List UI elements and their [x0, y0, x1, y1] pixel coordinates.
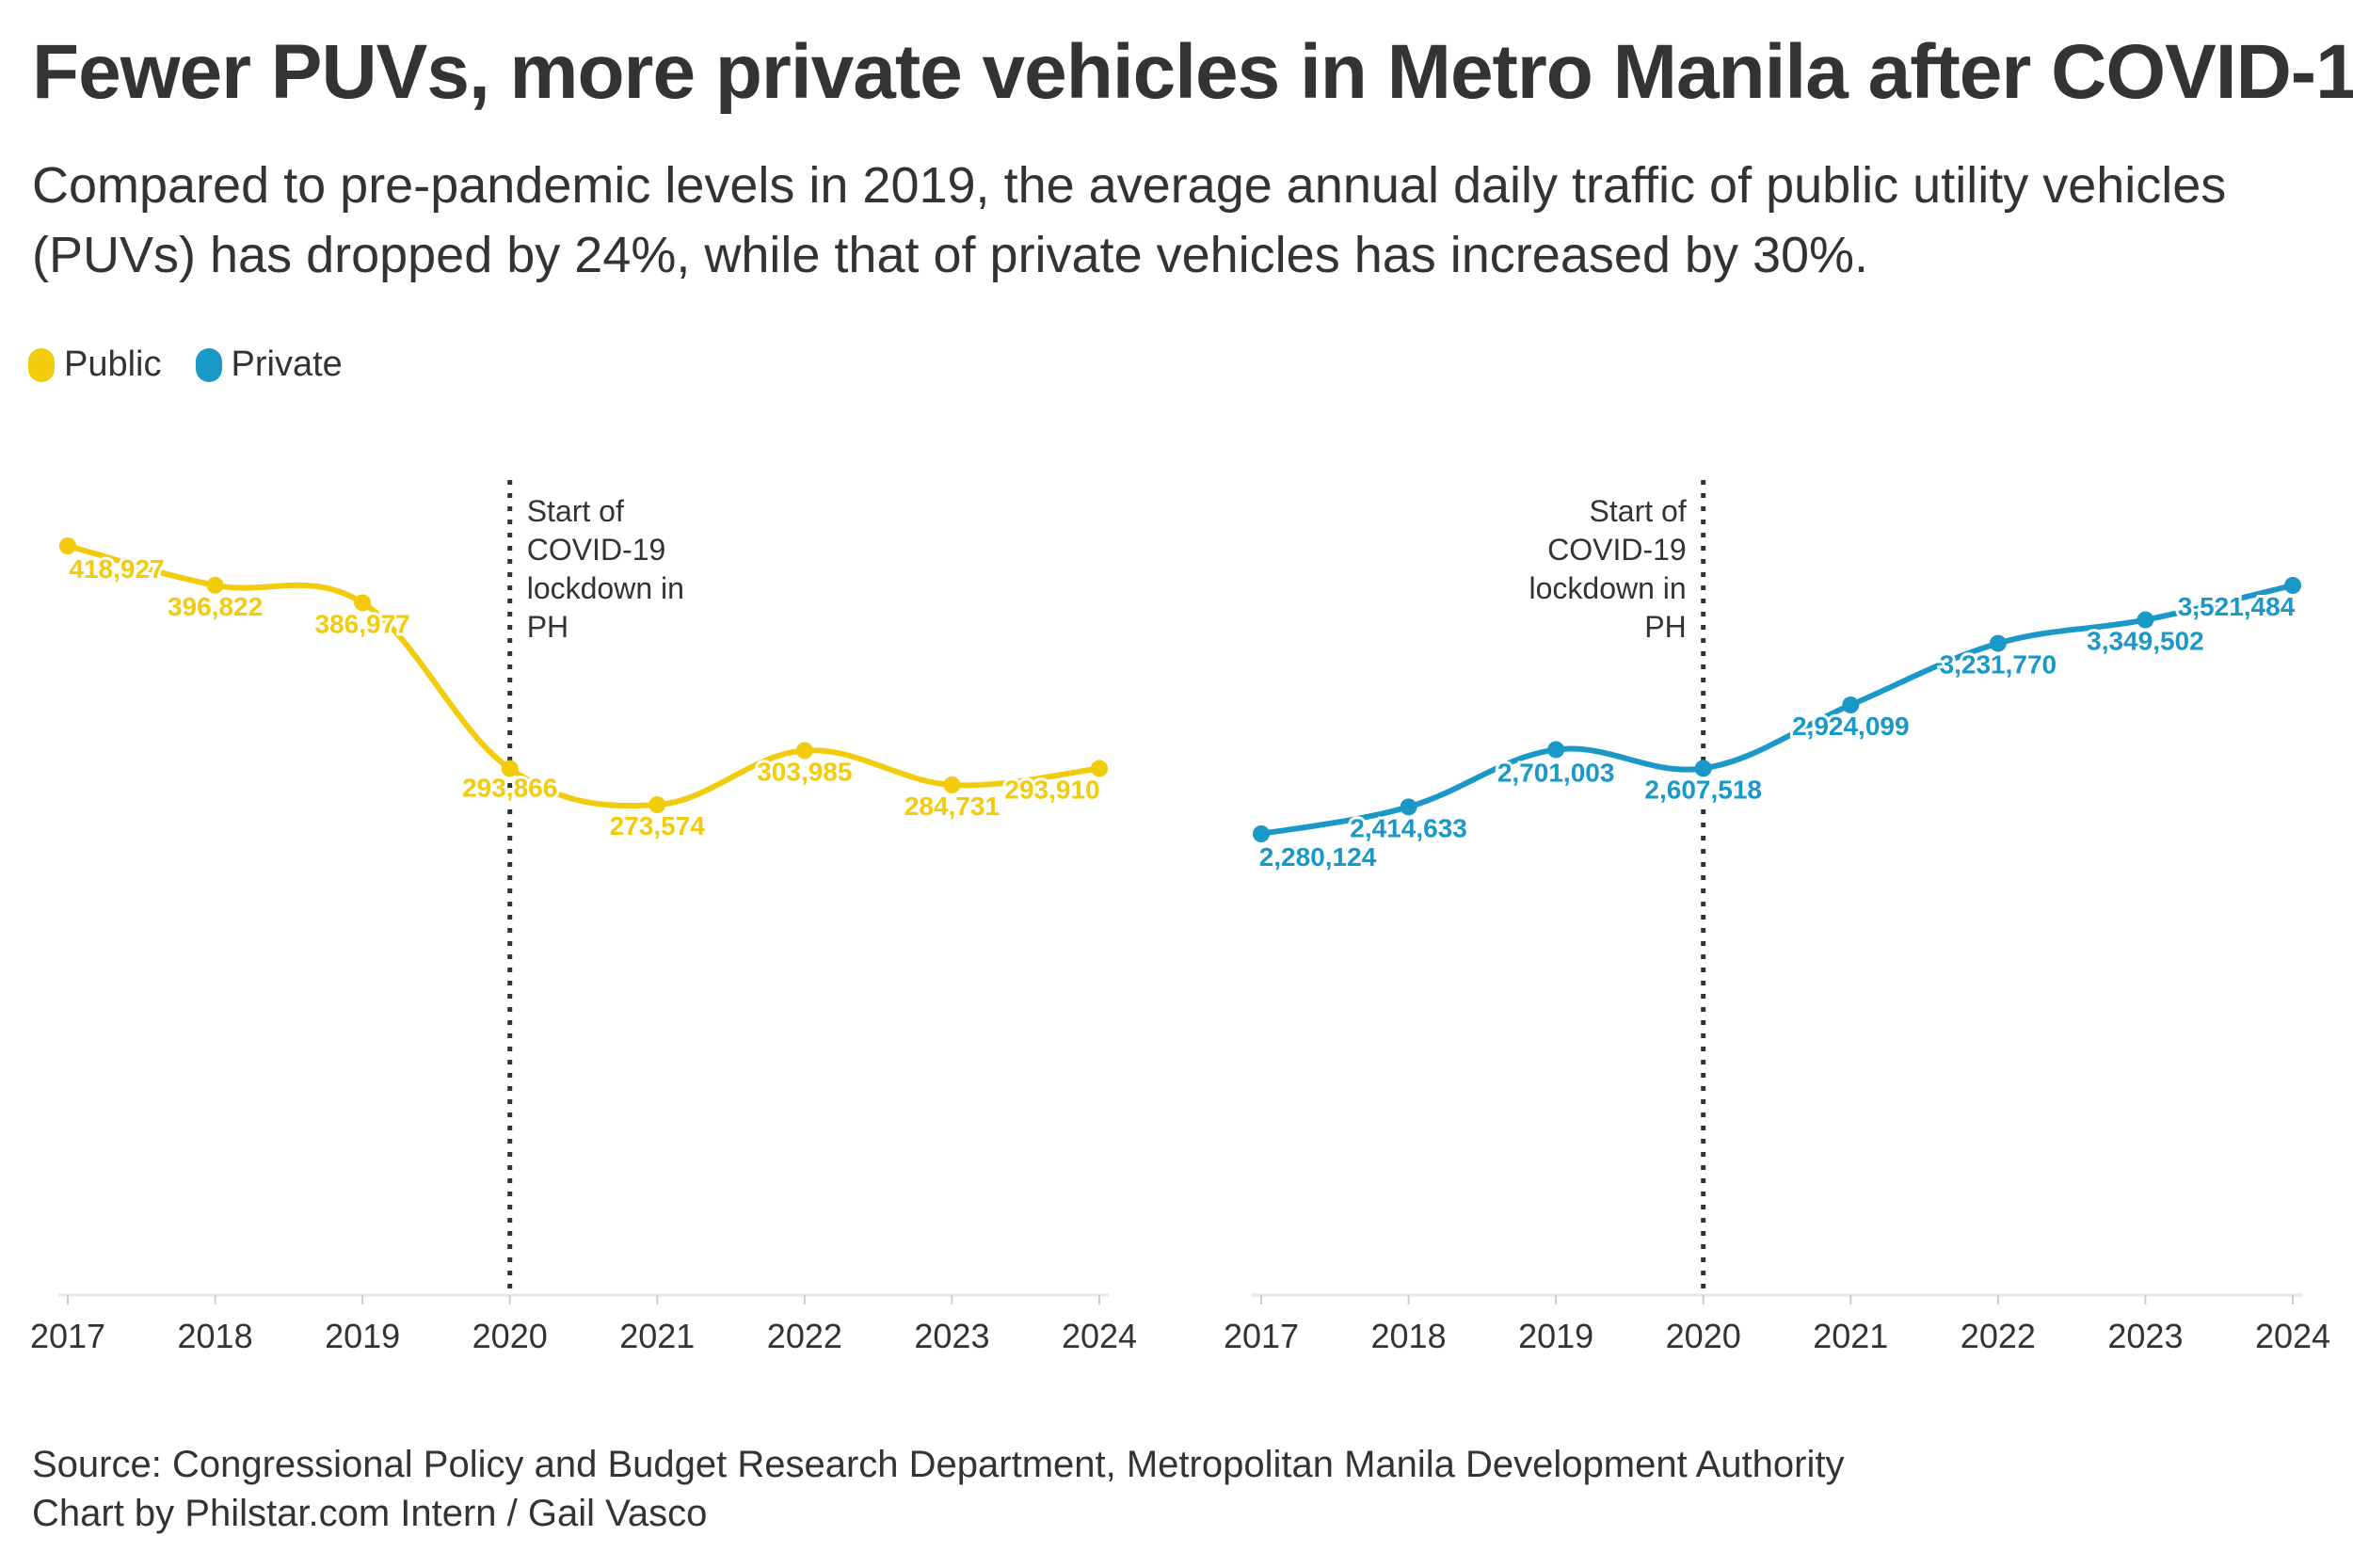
public-covid-annotation-line: Start of	[527, 494, 624, 528]
legend-swatch-public	[28, 347, 55, 382]
public-x-tick-label: 2023	[914, 1317, 989, 1355]
public-x-tick-label: 2022	[767, 1317, 842, 1355]
public-x-tick-label: 2021	[619, 1317, 695, 1355]
legend-item-private: Private	[195, 344, 343, 385]
private-x-tick-label: 2022	[1961, 1317, 2036, 1355]
source-note: Source: Congressional Policy and Budget …	[32, 1444, 1845, 1485]
private-x-tick-label: 2023	[2107, 1317, 2183, 1355]
public-data-point	[795, 742, 813, 760]
public-x-tick-label: 2018	[178, 1317, 253, 1355]
public-covid-annotation-line: lockdown in	[527, 571, 684, 605]
public-covid-annotation-line: COVID-19	[527, 533, 666, 567]
private-x-tick-label: 2017	[1224, 1317, 1299, 1355]
public-x-tick-label: 2024	[1062, 1317, 1137, 1355]
private-data-label: 2,280,124	[1259, 842, 1377, 872]
public-data-point	[501, 760, 519, 777]
footer: Source: Congressional Policy and Budget …	[32, 1440, 1844, 1538]
public-covid-annotation-line: PH	[527, 610, 568, 644]
private-data-point	[1989, 634, 2007, 652]
public-x-tick-label: 2020	[472, 1317, 548, 1355]
public-data-point	[943, 776, 961, 793]
private-data-point	[1842, 696, 1860, 714]
private-data-label: 2,701,003	[1497, 758, 1615, 787]
legend-label-public: Public	[64, 344, 162, 384]
private-data-point	[1694, 760, 1712, 777]
public-data-point	[59, 537, 76, 554]
private-data-point	[2137, 611, 2154, 629]
public-data-point	[1091, 760, 1108, 777]
public-x-tick-label: 2017	[30, 1317, 105, 1355]
private-data-point	[1253, 825, 1270, 842]
private-data-label: 2,414,633	[1350, 813, 1467, 842]
public-data-label: 293,866	[462, 774, 557, 803]
legend-item-public: Public	[28, 344, 162, 385]
public-data-label: 396,822	[168, 592, 263, 621]
public-data-label: 386,977	[315, 609, 410, 638]
private-covid-annotation-line: PH	[1644, 610, 1686, 644]
chart-subtitle: Compared to pre-pandemic levels in 2019,…	[32, 157, 2227, 283]
legend: Public Private	[28, 344, 343, 385]
private-data-label: 2,607,518	[1644, 775, 1762, 804]
private-x-tick-label: 2020	[1666, 1317, 1741, 1355]
public-data-label: 284,731	[904, 792, 1000, 821]
public-data-label: 418,927	[69, 554, 164, 584]
private-data-label: 3,349,502	[2087, 627, 2204, 656]
credit-note: Chart by Philstar.com Intern / Gail Vasc…	[32, 1493, 708, 1534]
public-x-tick-label: 2019	[325, 1317, 400, 1355]
legend-swatch-private	[195, 347, 222, 382]
private-data-point	[1547, 741, 1565, 759]
private-covid-annotation-line: lockdown in	[1529, 571, 1687, 605]
public-data-label: 293,910	[1004, 776, 1099, 805]
private-data-point	[2284, 577, 2301, 594]
private-x-tick-label: 2021	[1813, 1317, 1888, 1355]
private-x-tick-label: 2024	[2255, 1317, 2330, 1355]
public-data-point	[648, 796, 666, 813]
private-x-tick-label: 2019	[1518, 1317, 1593, 1355]
public-series-line	[65, 543, 1102, 809]
private-covid-annotation-line: COVID-19	[1547, 533, 1687, 567]
private-x-tick-label: 2018	[1371, 1317, 1447, 1355]
chart-title: Fewer PUVs, more private vehicles in Met…	[32, 29, 2353, 115]
public-data-label: 303,985	[757, 757, 852, 786]
private-data-label: 2,924,099	[1792, 712, 1910, 741]
legend-label-private: Private	[231, 344, 343, 384]
private-data-label: 3,231,770	[1940, 650, 2057, 680]
public-data-point	[354, 594, 372, 612]
private-series-line	[1258, 583, 2296, 837]
public-data-point	[206, 576, 224, 594]
private-covid-annotation-line: Start of	[1590, 494, 1687, 528]
public-data-label: 273,574	[610, 811, 706, 840]
private-data-point	[1400, 798, 1417, 816]
private-data-label: 3,521,484	[2178, 592, 2296, 621]
